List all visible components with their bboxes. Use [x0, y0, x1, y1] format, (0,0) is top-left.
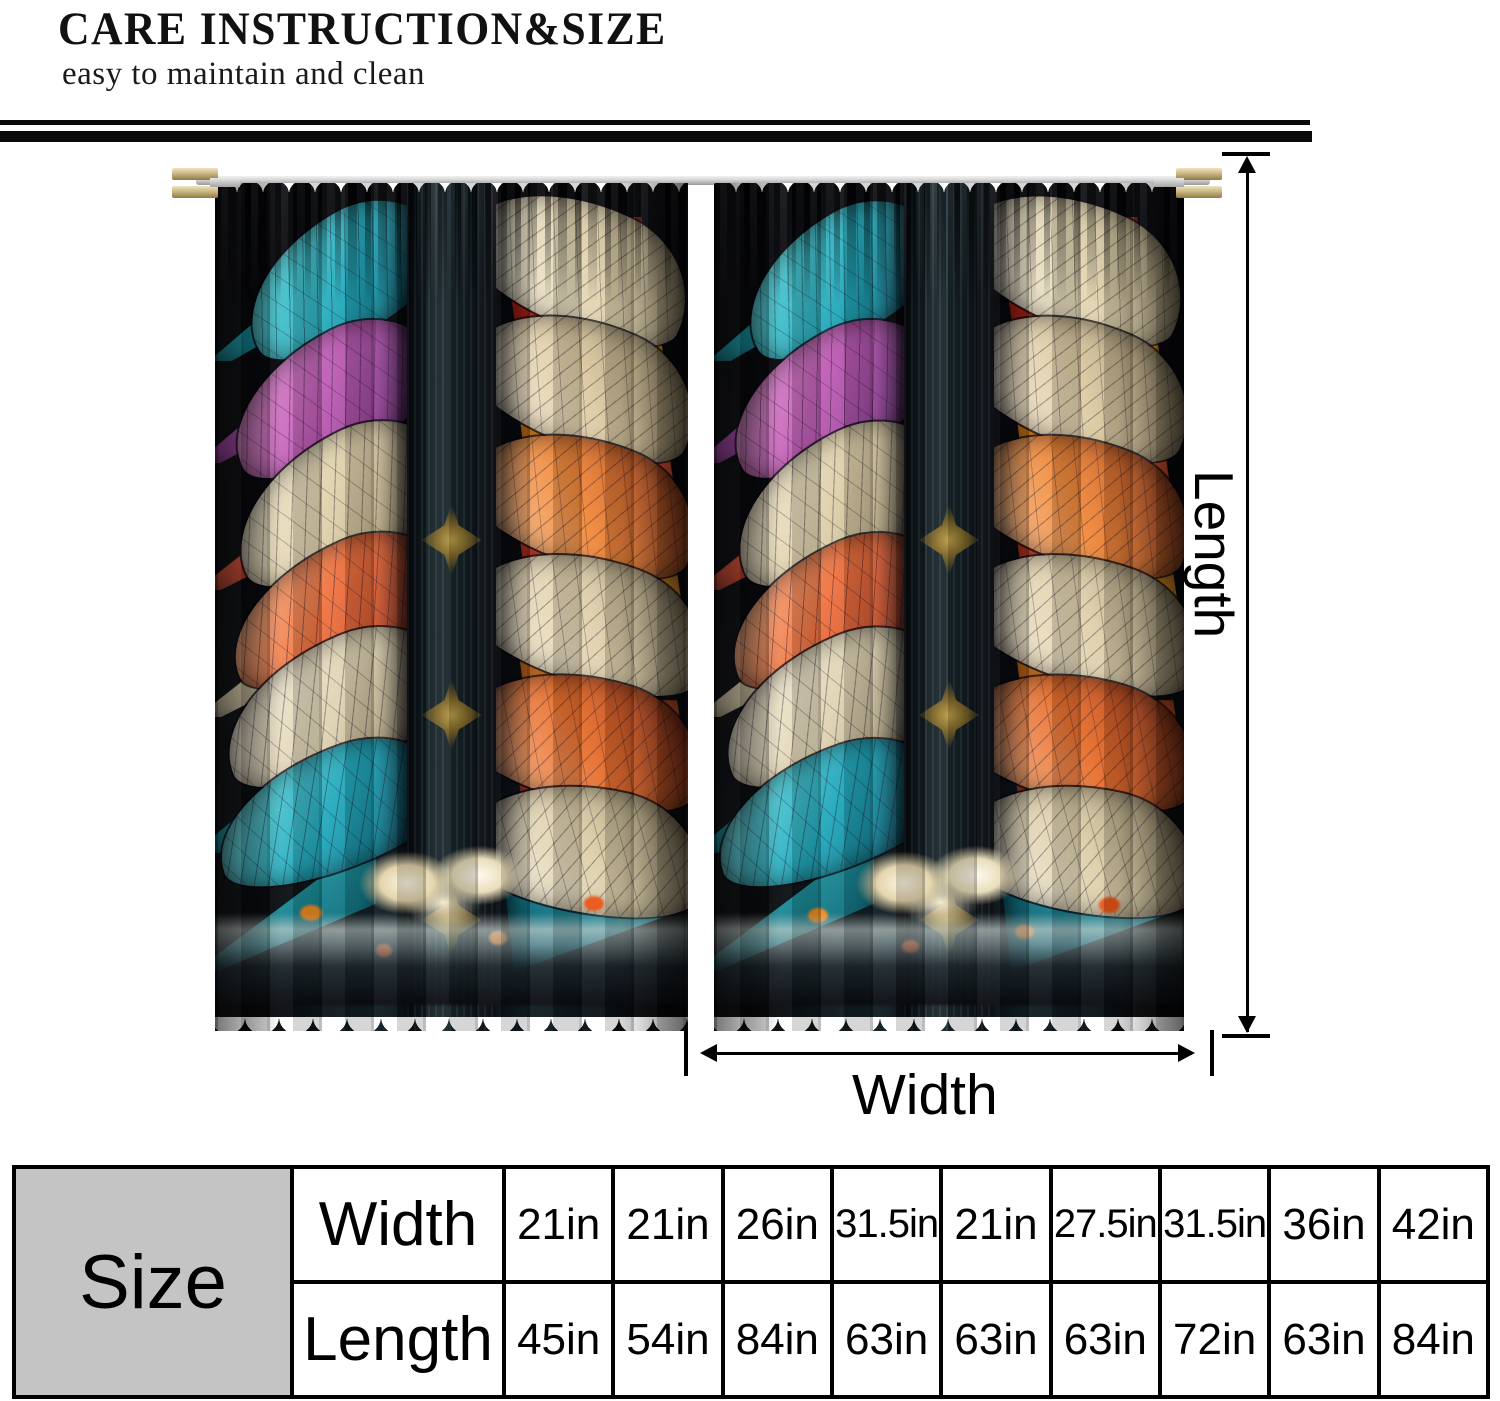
curtain-top-scallop: [215, 183, 688, 194]
width-value-7: 31.5in: [1157, 1165, 1272, 1284]
length-tick-top: [1222, 152, 1270, 156]
width-value-2: 21in: [611, 1165, 725, 1284]
size-header-cell: Size: [12, 1165, 294, 1399]
length-value-5: 63in: [939, 1280, 1053, 1399]
length-value-1: 45in: [501, 1280, 616, 1399]
width-value-3: 26in: [720, 1165, 834, 1284]
width-tick-left: [684, 1030, 688, 1076]
curtain-top-scallop: [714, 183, 1184, 194]
length-tick-bottom: [1222, 1034, 1270, 1038]
width-arrow-right-icon: [1178, 1044, 1195, 1062]
header-divider-thin: [0, 120, 1310, 125]
curtain-rod: [196, 176, 1210, 185]
row-label-length: Length: [290, 1280, 506, 1399]
length-label: Length: [1183, 470, 1245, 639]
size-table: Size Width 21in 21in 26in 31.5in 21in 27…: [12, 1165, 1491, 1399]
page-title: CARE INSTRUCTION&SIZE: [58, 3, 667, 55]
length-value-4: 63in: [829, 1280, 944, 1399]
length-arrow-down-icon: [1238, 1016, 1256, 1033]
width-tick-right: [1210, 1030, 1214, 1076]
length-arrow-up-icon: [1238, 156, 1256, 173]
curtain-rod-finial-right-icon: [1154, 164, 1222, 202]
width-dimension-line: [706, 1052, 1192, 1055]
header: CARE INSTRUCTION&SIZE easy to maintain a…: [0, 0, 1500, 142]
width-value-5: 21in: [939, 1165, 1053, 1284]
length-value-2: 54in: [611, 1280, 725, 1399]
curtain-panel-right: [714, 183, 1184, 1031]
width-arrow-left-icon: [700, 1044, 717, 1062]
stained-glass-artwork-right: [714, 183, 1184, 1031]
width-value-8: 36in: [1267, 1165, 1381, 1284]
width-value-6: 27.5in: [1048, 1165, 1162, 1284]
header-divider-thick: [0, 131, 1312, 142]
width-label: Width: [852, 1063, 998, 1127]
length-value-6: 63in: [1048, 1280, 1162, 1399]
curtain-rod-finial-left-icon: [172, 164, 240, 202]
row-label-width: Width: [290, 1165, 506, 1284]
curtain-panel-left: [215, 183, 688, 1031]
width-value-1: 21in: [501, 1165, 616, 1284]
size-table-body: Size Width 21in 21in 26in 31.5in 21in 27…: [12, 1165, 1491, 1399]
length-value-3: 84in: [720, 1280, 834, 1399]
length-dimension-line: [1246, 160, 1249, 1032]
table-row: Size Width 21in 21in 26in 31.5in 21in 27…: [12, 1165, 1491, 1399]
stained-glass-artwork-left: [215, 183, 688, 1031]
width-value-9: 42in: [1376, 1165, 1491, 1284]
curtain-hem: [215, 1017, 688, 1031]
length-value-8: 63in: [1267, 1280, 1381, 1399]
page-subtitle: easy to maintain and clean: [62, 56, 426, 92]
table-row: Length 45in 54in 84in 63in 63in 63in 72i…: [14, 1280, 1491, 1399]
length-value-7: 72in: [1157, 1280, 1272, 1399]
length-value-9: 84in: [1376, 1280, 1491, 1399]
curtain-hem: [714, 1017, 1184, 1031]
width-value-4: 31.5in: [829, 1165, 944, 1284]
